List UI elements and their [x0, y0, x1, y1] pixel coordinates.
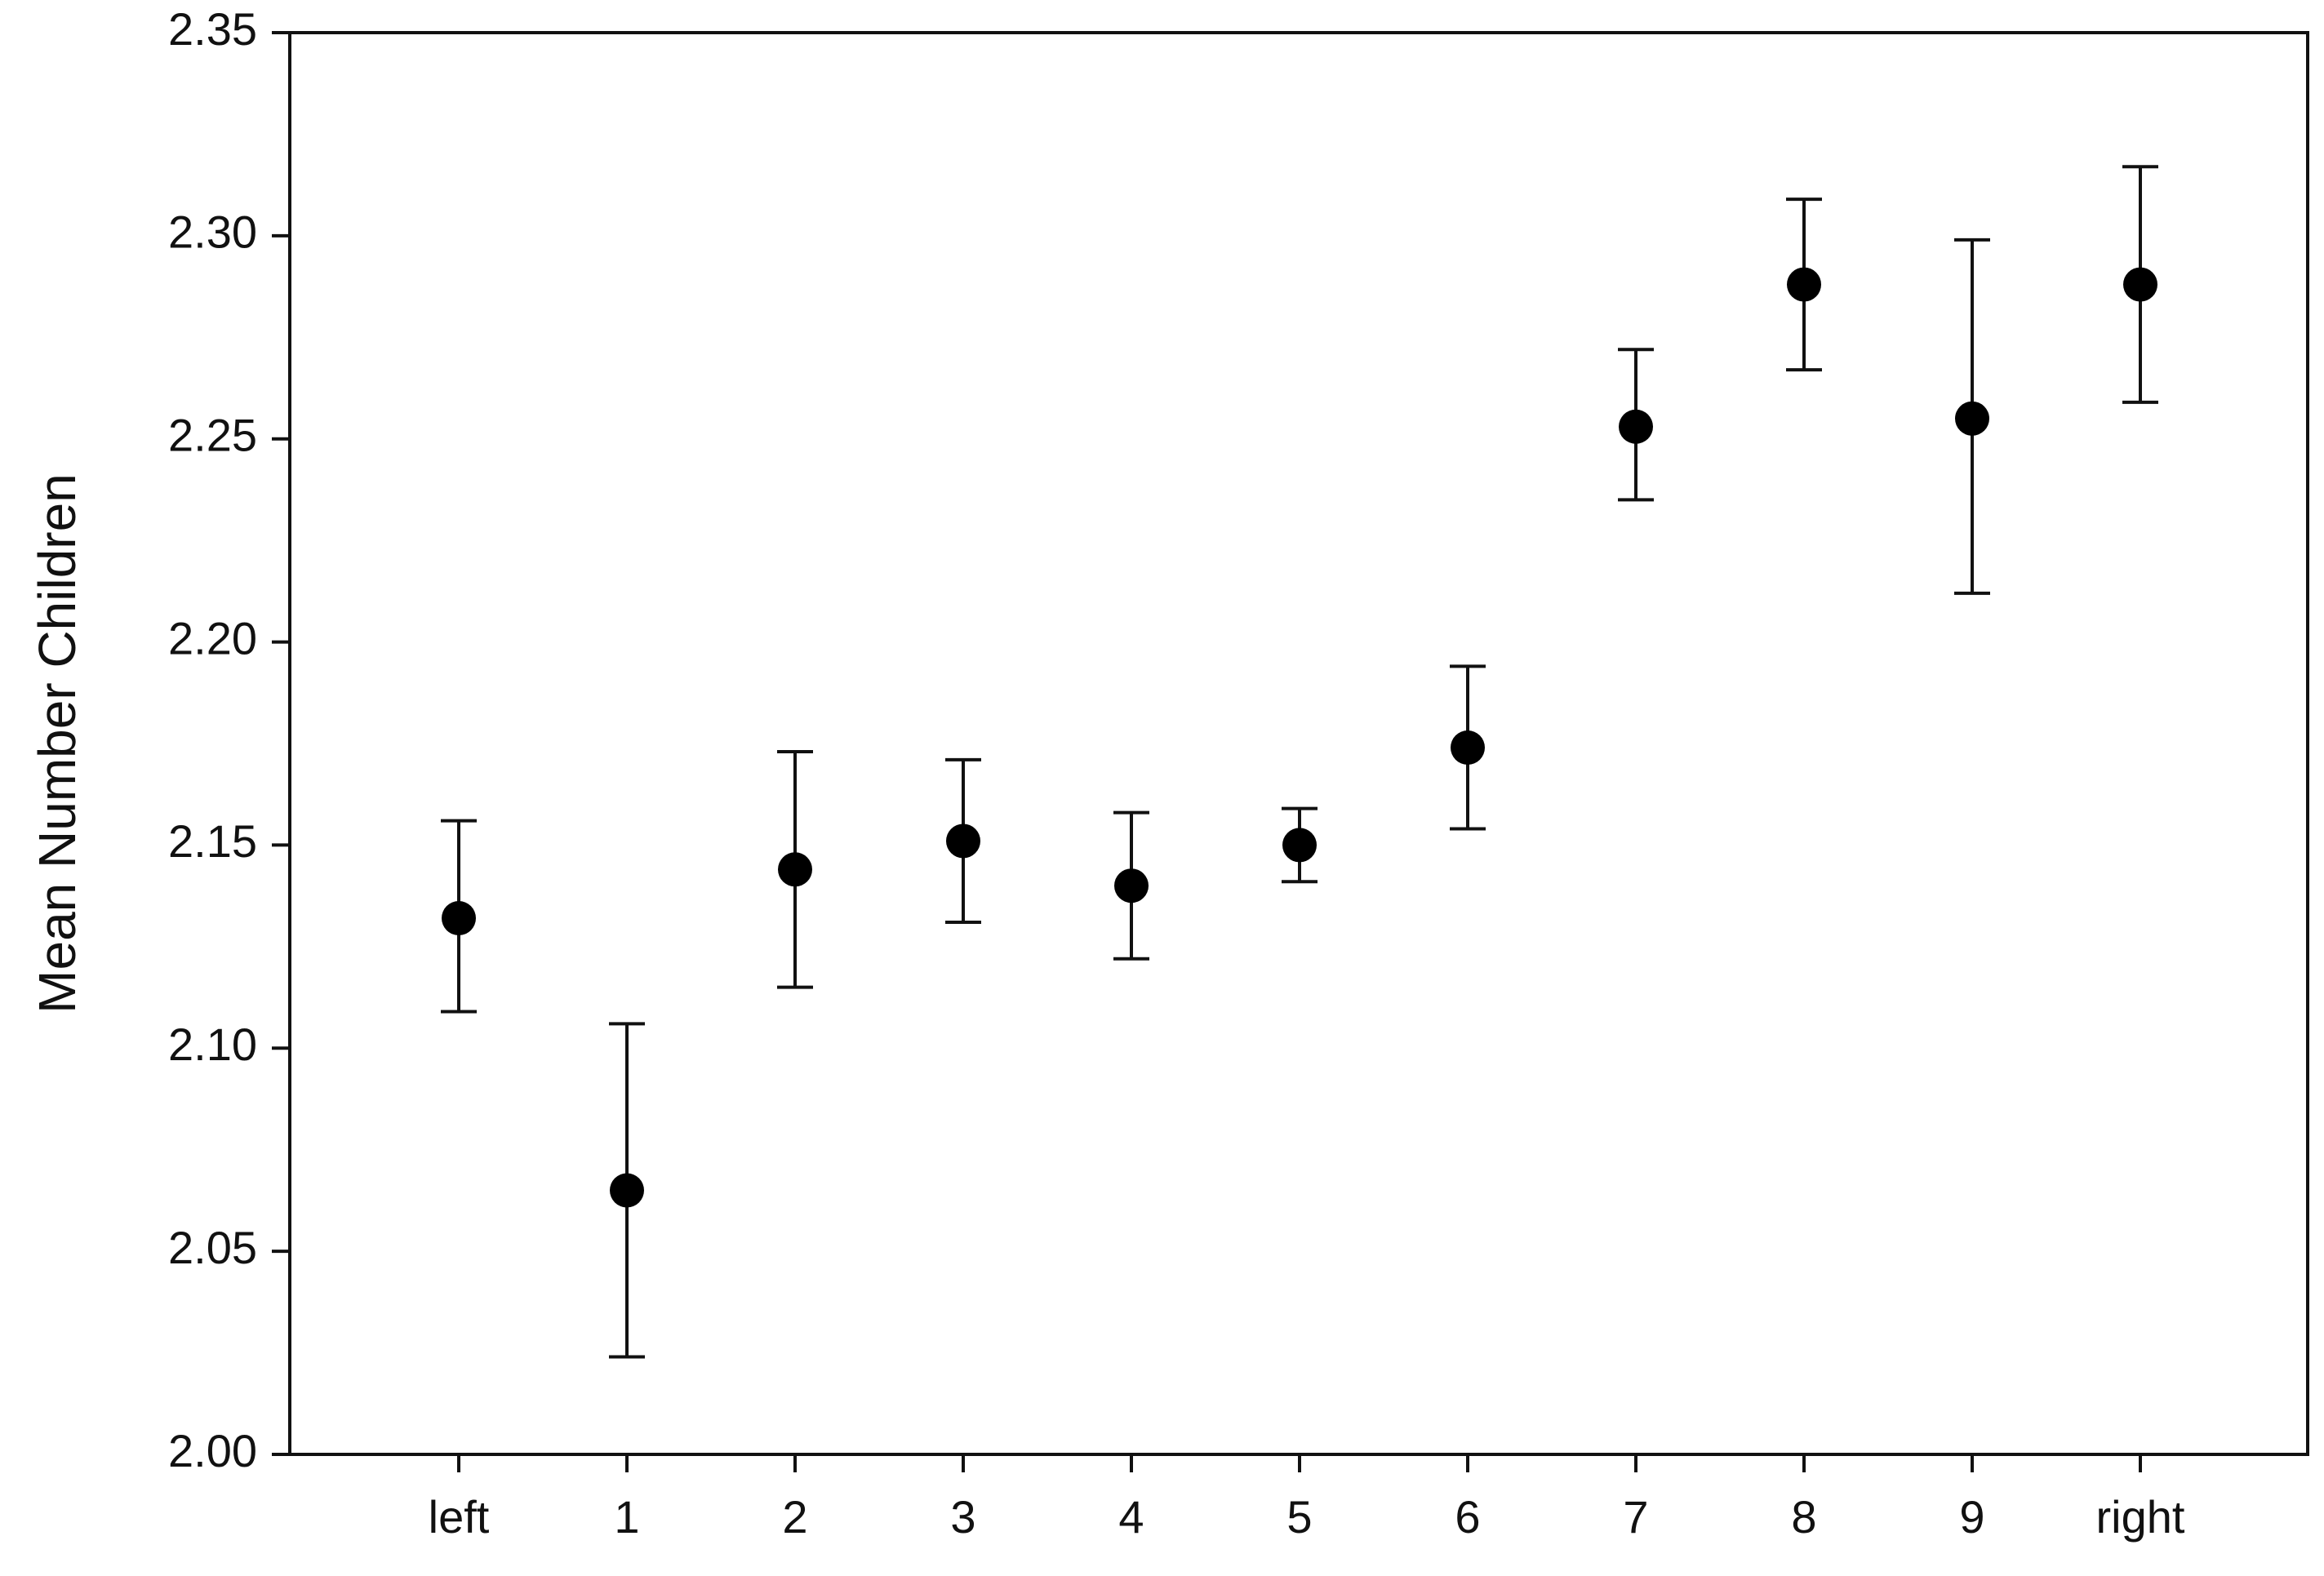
x-tick-label: 1	[614, 1491, 639, 1543]
x-tick-label: right	[2096, 1491, 2185, 1543]
x-tick-label: 8	[1791, 1491, 1816, 1543]
y-tick-label: 2.05	[168, 1222, 257, 1273]
x-tick-label: 9	[1959, 1491, 1984, 1543]
data-point	[1451, 730, 1485, 765]
x-tick-label: 4	[1118, 1491, 1144, 1543]
x-tick-label: 3	[950, 1491, 975, 1543]
data-point	[442, 901, 476, 936]
y-tick-label: 2.15	[168, 815, 257, 867]
data-point	[1114, 868, 1149, 903]
x-tick-label: 6	[1455, 1491, 1480, 1543]
y-tick-label: 2.00	[168, 1425, 257, 1476]
y-tick-label: 2.20	[168, 612, 257, 664]
x-tick-label: 2	[782, 1491, 807, 1543]
y-axis: 2.00 2.05 2.10 2.15 2.20 2.25 2.30 2.35	[168, 3, 290, 1476]
x-tick-label: 7	[1623, 1491, 1648, 1543]
x-tick-label: 5	[1286, 1491, 1312, 1543]
data-point	[778, 852, 812, 887]
data-point	[1787, 267, 1821, 302]
y-tick-label: 2.25	[168, 410, 257, 461]
y-tick-label: 2.30	[168, 206, 257, 258]
y-tick-label: 2.10	[168, 1019, 257, 1070]
data-point	[610, 1173, 644, 1208]
y-tick-label: 2.35	[168, 3, 257, 55]
x-tick-label: left	[429, 1491, 490, 1543]
data-points	[442, 267, 2157, 1208]
error-bars	[441, 165, 2158, 1359]
x-axis: left 1 2 3 4 5 6 7 8 9 right	[429, 1454, 2185, 1543]
plot-area-frame	[288, 31, 2309, 1456]
data-point	[946, 824, 980, 859]
data-point	[1619, 409, 1653, 444]
data-point	[2123, 267, 2157, 302]
data-point	[1955, 401, 1989, 436]
y-axis-label: Mean Number Children	[28, 473, 87, 1014]
data-point	[1282, 828, 1317, 863]
